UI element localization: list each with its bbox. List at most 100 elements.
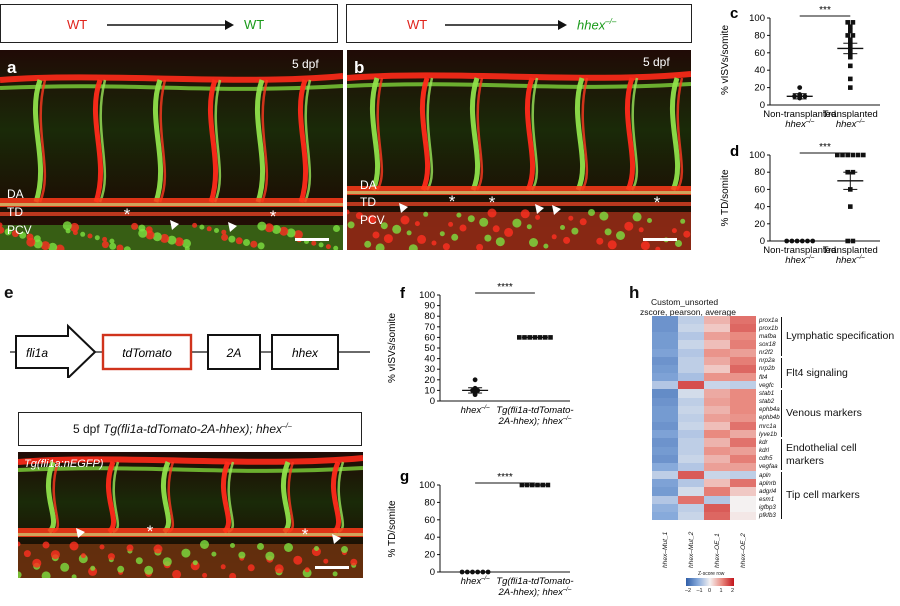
- y-tick-label: 30: [424, 364, 435, 375]
- y-tick-label: 80: [424, 311, 435, 322]
- x-category-genotype-2: 2A-hhex); hhex–/–: [498, 416, 572, 427]
- gene-label: stab2: [759, 398, 775, 406]
- data-point: [848, 54, 853, 60]
- heatmap-cell: [678, 316, 705, 325]
- group-bracket: [781, 439, 782, 471]
- heatmap-cell: [652, 495, 679, 504]
- group-label: Lymphatic specification: [786, 329, 895, 342]
- gene-label: nrp2b: [759, 365, 775, 373]
- y-axis-label: % vISVs/somite: [387, 313, 398, 383]
- donor-label: WT: [67, 17, 88, 32]
- heatmap-cell: [704, 503, 731, 513]
- heatmap-cell: [652, 389, 679, 398]
- heatmap-cell: [730, 430, 757, 439]
- y-tick-label: 100: [749, 13, 765, 24]
- y-tick-label: 0: [760, 236, 765, 247]
- heatmap-cell: [730, 348, 757, 358]
- heatmap-cell: [652, 316, 679, 325]
- data-point: [848, 28, 853, 34]
- group-label: Tip cell markers: [786, 489, 860, 502]
- data-point: [850, 238, 856, 244]
- heatmap-cell: [730, 381, 757, 390]
- heatmap-cell: [704, 389, 731, 398]
- heatmap-cell: [704, 381, 731, 390]
- gene-label: flt4: [759, 373, 768, 381]
- heatmap-cell: [678, 324, 705, 333]
- heatmap-cell: [652, 503, 679, 513]
- x-category-genotype: hhex–/–: [461, 576, 491, 587]
- construct-tdtomato: tdTomato: [122, 346, 172, 360]
- chart-c-letter: c: [730, 5, 738, 22]
- heatmap-title-2: zscore, pearson, average: [640, 307, 736, 317]
- panel-a-letter: a: [7, 58, 17, 77]
- gene-label: pfkfb3: [759, 512, 776, 520]
- group-label: Flt4 signaling: [786, 366, 848, 379]
- heatmap-cell: [678, 471, 705, 480]
- y-tick-label: 60: [424, 515, 435, 526]
- heatmap-cell: [704, 454, 731, 464]
- heatmap-cell: [678, 364, 705, 374]
- td-label-b: TD: [360, 195, 376, 209]
- data-point: [472, 377, 478, 383]
- heatmap-grid: [652, 316, 757, 521]
- heatmap-title-1: Custom_unsorted: [651, 297, 719, 307]
- heatmap-cell: [704, 438, 731, 447]
- svg-text:*: *: [489, 193, 496, 212]
- y-tick-label: 40: [424, 354, 435, 365]
- data-point: [784, 238, 790, 244]
- data-point: [850, 152, 856, 158]
- heatmap-cell: [704, 373, 731, 382]
- gene-label: mrc1a: [759, 422, 777, 430]
- gene-label: adgrl4: [759, 487, 777, 495]
- legend-tick: 1: [719, 588, 723, 594]
- y-tick-label: 20: [754, 83, 765, 94]
- heatmap-cell: [704, 462, 731, 472]
- heatmap-cell: [678, 454, 705, 464]
- heatmap-cell: [704, 356, 731, 366]
- y-tick-label: 0: [430, 567, 435, 578]
- gene-label: kdr: [759, 438, 768, 446]
- group-bracket: [781, 317, 782, 356]
- sample-label: hhex–Mut_1: [662, 531, 669, 568]
- chart-f-letter: f: [400, 285, 406, 302]
- gene-label: ephb4b: [759, 414, 780, 422]
- heatmap-cell: [730, 503, 757, 513]
- data-point: [797, 85, 803, 90]
- svg-text:*: *: [654, 193, 661, 212]
- heatmap-cell: [678, 462, 705, 472]
- heatmap-cell: [652, 340, 679, 349]
- heatmap-cell: [678, 430, 705, 439]
- y-axis-label: % TD/somite: [720, 169, 731, 226]
- da-label-b: DA: [360, 178, 377, 192]
- panel-h-letter: h: [629, 283, 640, 302]
- x-category-genotype: hhex–/–: [785, 255, 815, 266]
- gene-label: nrp2a: [759, 357, 775, 365]
- heatmap-cell: [678, 511, 705, 521]
- legend-tick: 2: [731, 588, 735, 594]
- tdtomato-box: [101, 333, 193, 371]
- heatmap-cell: [652, 348, 679, 358]
- heatmap-cell: [652, 454, 679, 464]
- gene-label: aplnrb: [759, 479, 777, 487]
- y-tick-label: 40: [754, 202, 765, 213]
- y-axis-label: % vISVs/somite: [720, 25, 731, 95]
- x-category-genotype: hhex–/–: [836, 255, 866, 266]
- heatmap-cell: [652, 364, 679, 374]
- gene-label: kdrl: [759, 447, 769, 455]
- y-tick-label: 70: [424, 322, 435, 333]
- heatmap-cell: [730, 511, 757, 521]
- data-point: [848, 63, 853, 69]
- panel-e-caption: 5 dpf Tg(fli1a-tdTomato-2A-hhex); hhex–/…: [73, 422, 292, 436]
- gene-label: prox1b: [759, 324, 778, 332]
- data-point: [517, 335, 522, 340]
- heatmap-cell: [652, 422, 679, 431]
- gene-label: lyve1b: [759, 430, 777, 438]
- x-category-label: Transplanted: [823, 245, 878, 256]
- heatmap-cell: [652, 479, 679, 488]
- construct-diagram: fli1a tdTomato 2A hhex: [10, 323, 370, 378]
- heatmap-cell: [704, 348, 731, 358]
- heatmap-cell: [652, 324, 679, 333]
- heatmap-cell: [652, 332, 679, 341]
- heatmap-cell: [730, 487, 757, 496]
